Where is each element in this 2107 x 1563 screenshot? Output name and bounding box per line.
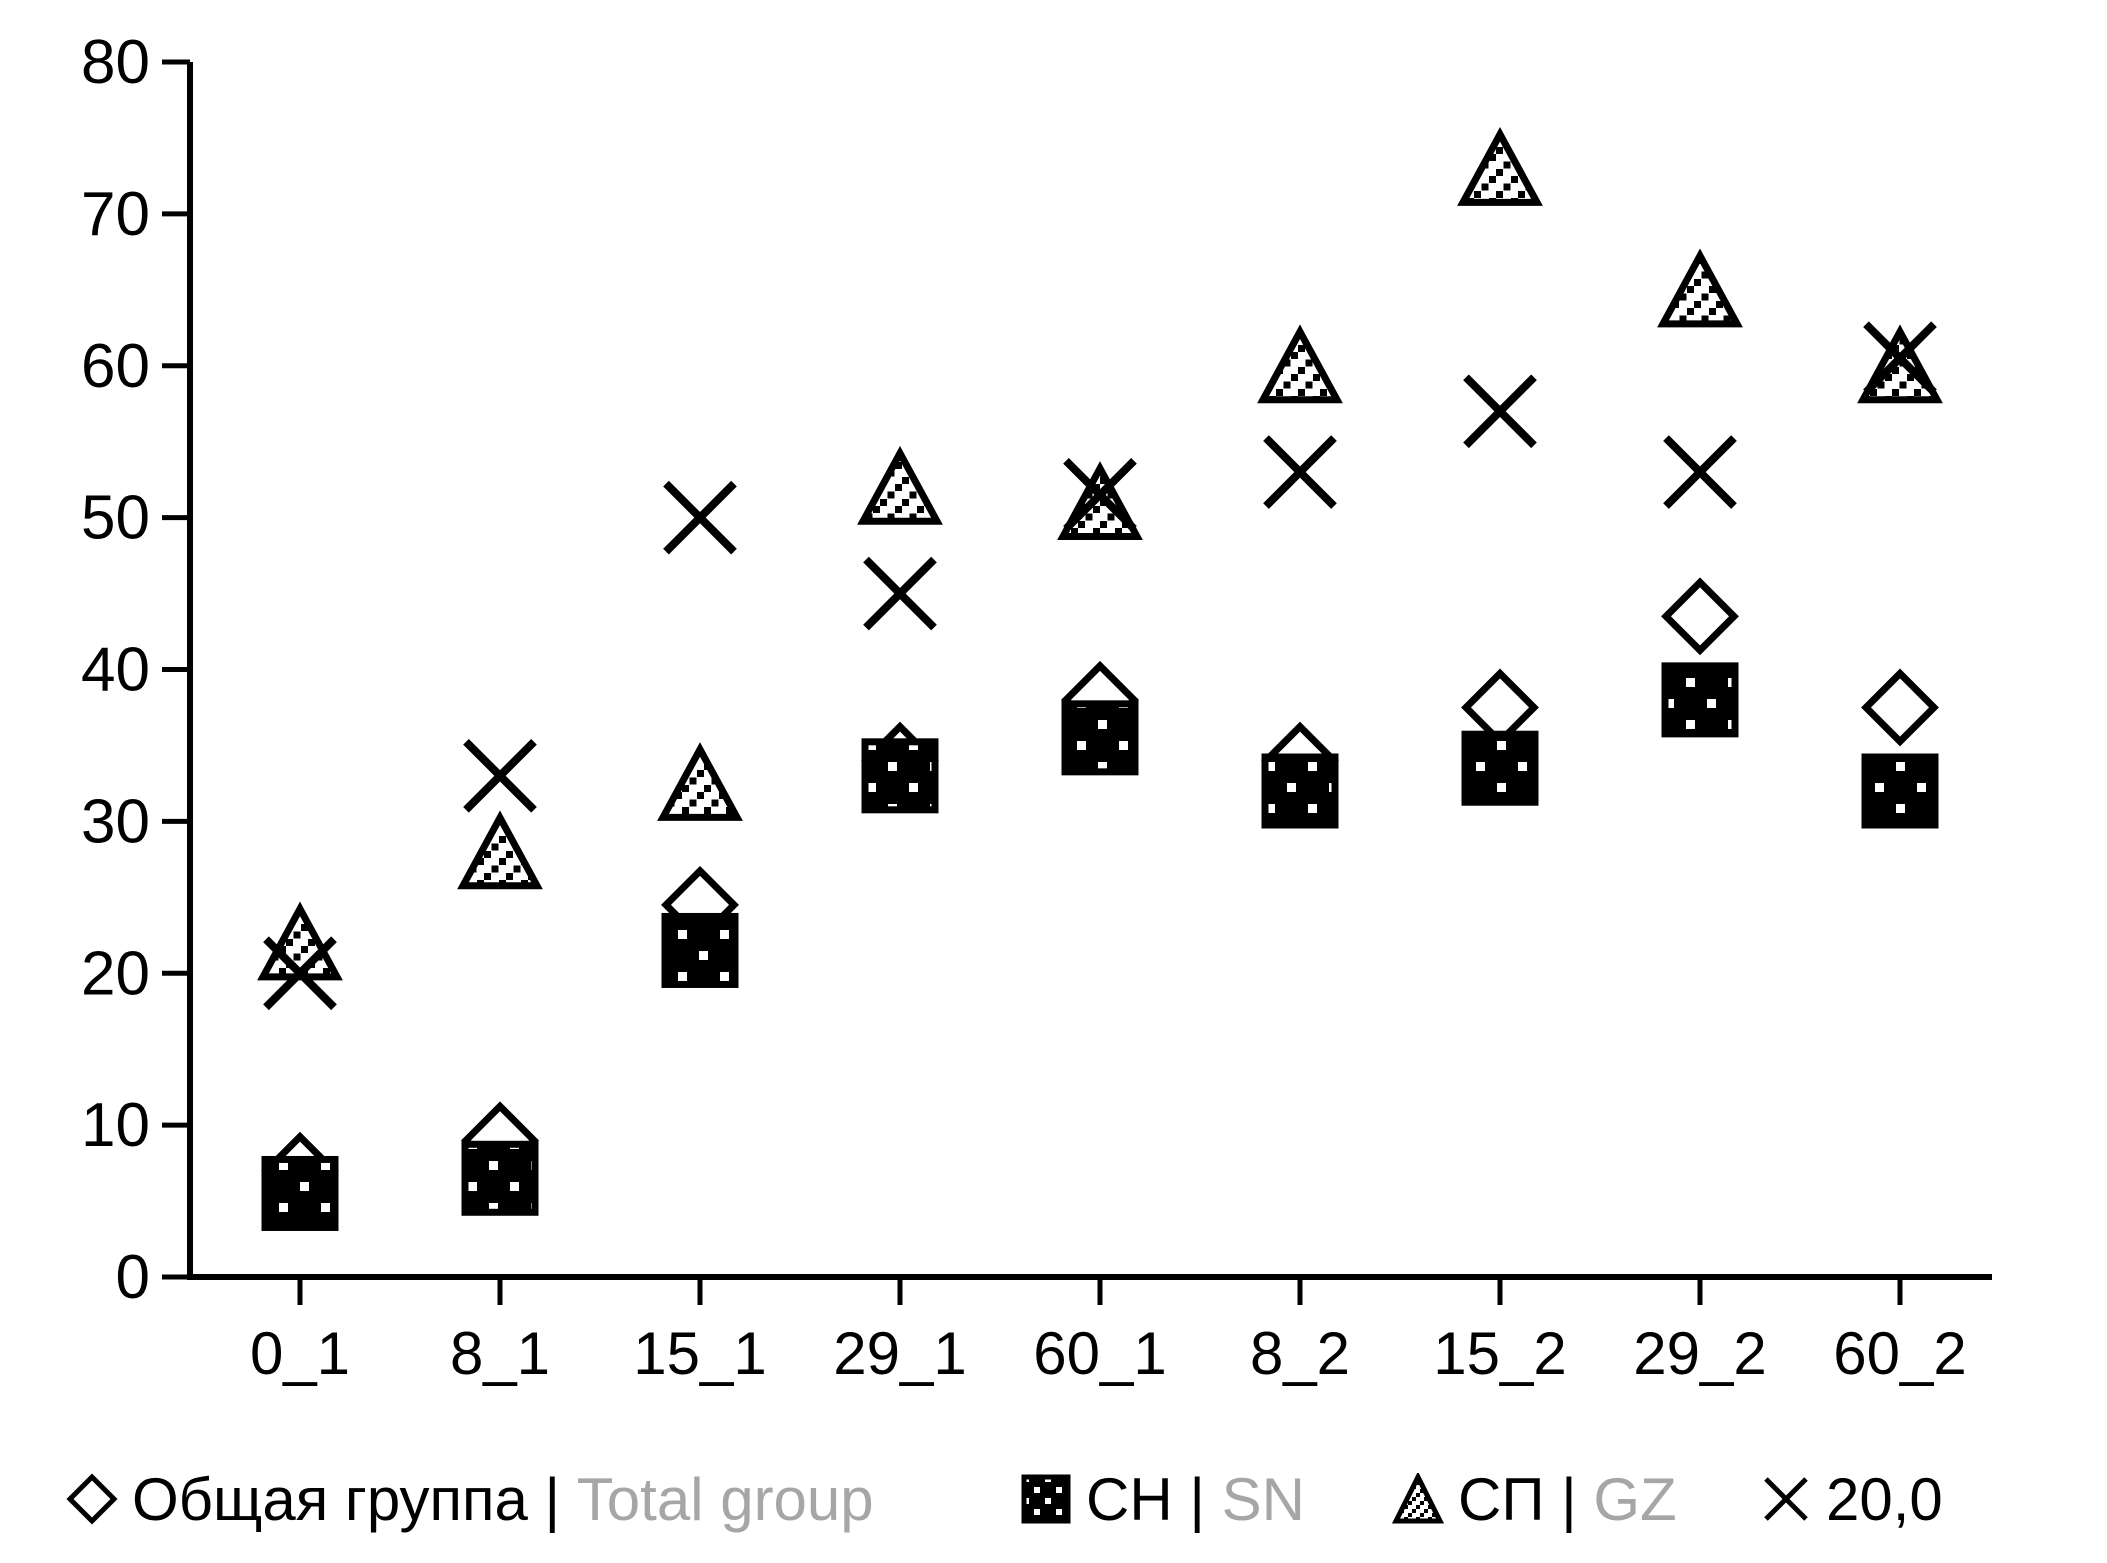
x20-marker-29_2 (1663, 435, 1737, 509)
legend-label: Общая группа | Total group (132, 1465, 874, 1534)
hatched-triangle-icon (1392, 1473, 1444, 1524)
sn-marker-0_1 (261, 1155, 339, 1231)
legend-item-x20: 20,0 (1760, 1438, 1943, 1560)
gz-marker-15_2 (1457, 126, 1543, 206)
legend-label-en: Total group (576, 1465, 874, 1533)
sn-marker-29_2 (1661, 662, 1739, 738)
x20-marker-8_2 (1263, 435, 1337, 509)
x20-marker-60_1 (1063, 458, 1137, 532)
legend-item-total: Общая группа | Total group (66, 1438, 874, 1560)
x-category-label: 8_2 (1250, 1320, 1350, 1387)
gz-marker-29_1 (857, 445, 943, 525)
y-tick-label: 10 (81, 1091, 150, 1160)
legend-label-ru: 20,0 (1826, 1465, 1943, 1533)
y-axis: 0 10 20 30 40 50 60 70 80 (81, 28, 193, 1312)
x-category-label: 8_1 (450, 1320, 550, 1387)
x-category-label: 29_2 (1633, 1320, 1766, 1387)
sn-marker-29_1 (861, 738, 939, 814)
x-category-label: 15_2 (1433, 1320, 1566, 1387)
sn-marker-15_2 (1461, 730, 1539, 806)
diamond-icon (66, 1473, 118, 1525)
gz-marker-8_1 (457, 810, 543, 890)
x-axis: 0_1 8_1 15_1 29_1 60_1 8_2 15_2 29_2 60_2 (187, 1274, 1992, 1387)
y-tick-label: 60 (81, 332, 150, 401)
legend-label: СН | SN (1086, 1465, 1305, 1534)
x20-marker-8_1 (463, 738, 537, 813)
sn-marker-60_2 (1861, 753, 1939, 829)
total-marker-60_2 (1861, 668, 1939, 747)
x20-marker-60_2 (1863, 321, 1937, 395)
y-tick-label: 40 (81, 636, 150, 705)
sn-marker-8_1 (461, 1140, 539, 1216)
legend-label-en: GZ (1593, 1465, 1677, 1533)
legend-label: 20,0 (1826, 1465, 1943, 1534)
y-tick-label: 30 (81, 787, 150, 856)
sn-marker-15_1 (661, 912, 739, 988)
plot-area: 0 10 20 30 40 50 60 70 80 0_1 8_1 15_1 29_1 60_1 8_2 15… (81, 28, 1992, 1387)
series-gz (257, 126, 1943, 981)
legend-label-en: SN (1221, 1465, 1305, 1533)
sn-marker-8_2 (1261, 753, 1339, 829)
gz-marker-29_2 (1657, 248, 1743, 328)
x20-marker-29_1 (863, 556, 937, 631)
gz-marker-60_1 (1057, 461, 1143, 540)
x-category-label: 60_1 (1033, 1320, 1166, 1387)
chart-legend: Общая группа | Total group СН | SN СП | … (0, 1438, 2107, 1560)
y-tick-label: 20 (81, 939, 150, 1008)
y-tick-label: 70 (81, 180, 150, 249)
gz-marker-15_1 (657, 742, 743, 821)
y-tick-label: 50 (81, 484, 150, 553)
series-sn (261, 662, 1939, 1231)
legend-label-ru: СН | (1086, 1465, 1222, 1533)
x-cross-icon (1764, 1477, 1808, 1521)
x-category-label: 15_1 (633, 1320, 766, 1387)
legend-item-sn: СН | SN (1020, 1438, 1305, 1560)
x-category-label: 60_2 (1833, 1320, 1966, 1387)
total-marker-29_2 (1661, 577, 1739, 656)
dotted-square-icon (1021, 1474, 1071, 1524)
sn-marker-60_1 (1061, 700, 1139, 776)
legend-item-gz: СП | GZ (1392, 1438, 1677, 1560)
x20-marker-15_2 (1463, 374, 1537, 449)
y-tick-label: 80 (81, 28, 150, 97)
legend-label-ru: Общая группа | (132, 1465, 577, 1533)
series-x20 (263, 321, 1937, 1011)
x-category-label: 29_1 (833, 1320, 966, 1387)
legend-label-ru: СП | (1458, 1465, 1594, 1533)
gz-marker-60_2 (1857, 324, 1943, 404)
x-category-label: 0_1 (250, 1320, 350, 1387)
gz-marker-8_2 (1257, 324, 1343, 404)
legend-label: СП | GZ (1458, 1465, 1677, 1534)
x20-marker-0_1 (263, 936, 337, 1011)
y-tick-label: 0 (116, 1243, 150, 1312)
x20-marker-15_1 (663, 480, 737, 555)
